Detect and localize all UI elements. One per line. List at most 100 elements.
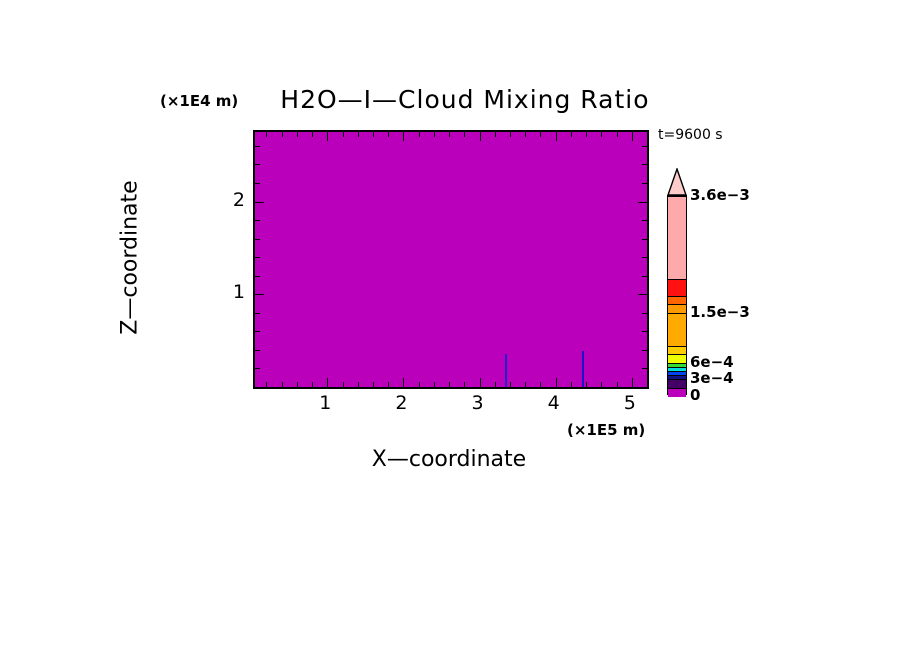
axis-tick (327, 132, 329, 141)
axis-tick (296, 132, 298, 137)
axis-tick (418, 382, 420, 387)
axis-tick (555, 132, 557, 141)
axis-tick (372, 132, 374, 137)
plot-title-text: H2O—I—Cloud Mixing Ratio (280, 85, 650, 114)
y-axis-title: Z—coordinate (117, 180, 143, 335)
axis-tick (642, 387, 647, 388)
axis-tick (601, 382, 603, 387)
band-navy (668, 375, 686, 381)
axis-tick (403, 132, 405, 141)
axis-tick (255, 294, 264, 296)
y-axis-unit-label: (×1E4 m) (160, 92, 239, 110)
axis-tick (631, 132, 633, 141)
axis-tick (642, 164, 647, 166)
axis-tick (266, 382, 268, 387)
colorbar-tick-labels: 3.6e−3 1.5e−3 6e−4 3e−4 0 (690, 168, 800, 408)
x-tick-label: 4 (547, 392, 560, 414)
axis-tick (255, 312, 260, 314)
colorbar-bands (667, 195, 687, 397)
heatmap-field (255, 132, 647, 387)
colorbar-tick-label: 3e−4 (690, 369, 734, 388)
axis-tick (570, 132, 572, 137)
band-pink (668, 196, 686, 281)
band-gold (668, 346, 686, 356)
axis-tick (255, 275, 260, 277)
axis-tick (449, 132, 451, 137)
axis-tick (433, 132, 435, 137)
axis-tick (631, 378, 633, 387)
axis-tick (255, 349, 260, 351)
band-yellow (668, 354, 686, 364)
axis-tick (494, 382, 496, 387)
axis-tick (642, 145, 647, 147)
axis-tick (638, 294, 647, 296)
axis-tick (255, 368, 260, 370)
axis-tick (540, 132, 542, 137)
axis-tick (255, 183, 260, 184)
cloud-column-left (505, 354, 507, 387)
colorbar-tick-label: 0 (690, 386, 701, 404)
axis-tick (388, 382, 390, 387)
axis-tick (255, 220, 260, 222)
axis-tick (403, 378, 405, 387)
band-magenta (668, 387, 686, 397)
axis-tick (255, 201, 264, 203)
axis-tick (255, 387, 260, 388)
axis-tick (509, 382, 511, 387)
axis-tick (296, 382, 298, 387)
axis-tick (525, 382, 527, 387)
cloud-column-right (582, 351, 584, 387)
axis-tick (642, 238, 647, 240)
axis-tick (642, 331, 647, 333)
x-tick-label: 1 (319, 392, 332, 414)
axis-tick (255, 238, 260, 240)
axis-tick (327, 378, 329, 387)
colorbar-tick-label: 3.6e−3 (690, 186, 750, 204)
axis-tick (255, 331, 260, 333)
axis-tick (357, 382, 359, 387)
axis-tick (281, 382, 283, 387)
axis-tick (418, 132, 420, 137)
x-tick-label: 3 (471, 392, 484, 414)
axis-tick (586, 382, 588, 387)
axis-tick (433, 382, 435, 387)
colorbar-extend-arrow-icon (667, 168, 687, 196)
x-axis-tick-labels: 1 2 3 4 5 (253, 392, 645, 416)
axis-tick (342, 132, 344, 137)
axis-tick (642, 275, 647, 277)
axis-tick (281, 132, 283, 137)
timestamp-label: t=9600 s (658, 127, 723, 143)
axis-tick (357, 132, 359, 137)
band-cyan (668, 366, 686, 372)
axis-tick (312, 382, 314, 387)
axis-tick (616, 132, 618, 137)
plot-title: H2O—I—Cloud Mixing Ratio (0, 56, 904, 143)
axis-tick (647, 132, 648, 137)
axis-tick (638, 201, 647, 203)
axis-tick (255, 145, 260, 147)
axis-tick (616, 382, 618, 387)
axis-tick (312, 132, 314, 137)
x-axis-title: X—coordinate (371, 447, 527, 472)
axis-tick (570, 382, 572, 387)
colorbar-tick-label: 1.5e−3 (690, 302, 750, 321)
y-tick-label: 1 (232, 281, 245, 304)
axis-tick (642, 368, 647, 370)
axis-tick (479, 378, 481, 387)
axis-tick (266, 132, 268, 137)
axis-tick (586, 132, 588, 137)
band-green (668, 362, 686, 368)
axis-tick (372, 382, 374, 387)
band-red (668, 279, 686, 297)
axis-tick (464, 382, 466, 387)
axis-tick (449, 382, 451, 387)
x-tick-label: 2 (395, 392, 408, 414)
axis-tick (525, 132, 527, 137)
axis-tick (464, 132, 466, 137)
axis-tick (388, 132, 390, 137)
heatmap-plot-area (253, 130, 649, 389)
axis-tick (642, 349, 647, 351)
axis-tick (642, 257, 647, 259)
